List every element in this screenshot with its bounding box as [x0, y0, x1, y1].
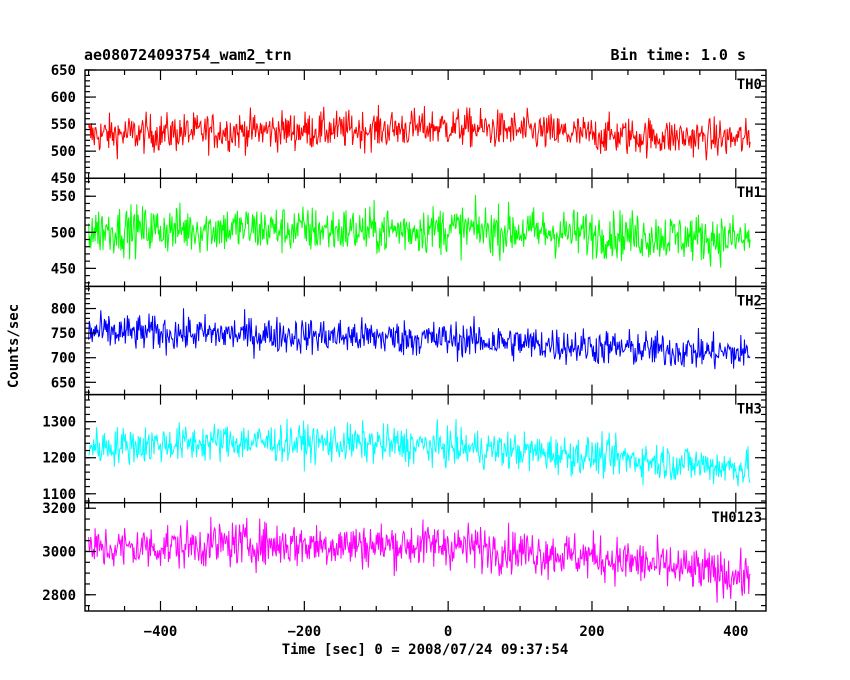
- y-tick-label: 1200: [42, 451, 76, 467]
- y-tick-label: 2800: [42, 588, 76, 604]
- series-line-th1: [88, 194, 751, 268]
- y-tick-label: 600: [51, 90, 76, 106]
- y-tick-label: 450: [51, 261, 76, 277]
- x-tick-label: 0: [444, 624, 452, 640]
- y-tick-label: 500: [51, 144, 76, 160]
- y-tick-label: 3200: [42, 501, 76, 517]
- y-tick-label: 750: [51, 326, 76, 342]
- panel-label: TH3: [737, 402, 762, 418]
- y-tick-label: 450: [51, 171, 76, 187]
- x-tick-label: −200: [287, 624, 321, 640]
- bin-time-label: Bin time: 1.0 s: [611, 46, 746, 64]
- series-line-th3: [88, 418, 751, 487]
- x-axis-label: Time [sec] 0 = 2008/07/24 09:37:54: [282, 642, 569, 658]
- x-tick-label: 400: [723, 624, 748, 640]
- panel-th0123: 2800 3000 3200 TH0123: [42, 501, 767, 612]
- y-tick-label: 500: [51, 225, 76, 241]
- panel-label: TH2: [737, 293, 762, 309]
- panel-frame: [84, 393, 767, 504]
- chart-title: ae080724093754_wam2_trn: [84, 46, 292, 64]
- panel-label: TH1: [737, 185, 762, 201]
- panels-group: 450 500 550 600 650 TH0 450 500 550 TH1 650 700 750 8…: [42, 63, 767, 640]
- y-tick-label: 650: [51, 375, 76, 391]
- y-tick-label: 3000: [42, 544, 76, 560]
- panel-th2: 650 700 750 800 TH2: [51, 285, 767, 396]
- y-tick-label: 650: [51, 63, 76, 79]
- panel-th1: 450 500 550 TH1: [51, 177, 767, 288]
- y-tick-label: 1100: [42, 487, 76, 503]
- x-tick-label: −400: [144, 624, 178, 640]
- panel-label: TH0: [737, 77, 762, 93]
- series-line-th2: [88, 308, 751, 370]
- panel-th3: 1100 1200 1300 TH3: [42, 393, 767, 504]
- series-line-th0: [88, 104, 751, 161]
- y-tick-label: 550: [51, 189, 76, 205]
- y-axis-label: Counts/sec: [6, 304, 22, 388]
- y-tick-label: 800: [51, 302, 76, 318]
- y-tick-label: 1300: [42, 415, 76, 431]
- panel-frame: [84, 69, 767, 179]
- series-line-th0123: [88, 516, 751, 603]
- y-tick-label: 700: [51, 351, 76, 367]
- panel-label: TH0123: [711, 510, 762, 526]
- panel-frame: [84, 502, 767, 612]
- x-tick-label: 200: [579, 624, 604, 640]
- y-tick-label: 550: [51, 117, 76, 133]
- panel-th0: 450 500 550 600 650 TH0: [51, 63, 767, 187]
